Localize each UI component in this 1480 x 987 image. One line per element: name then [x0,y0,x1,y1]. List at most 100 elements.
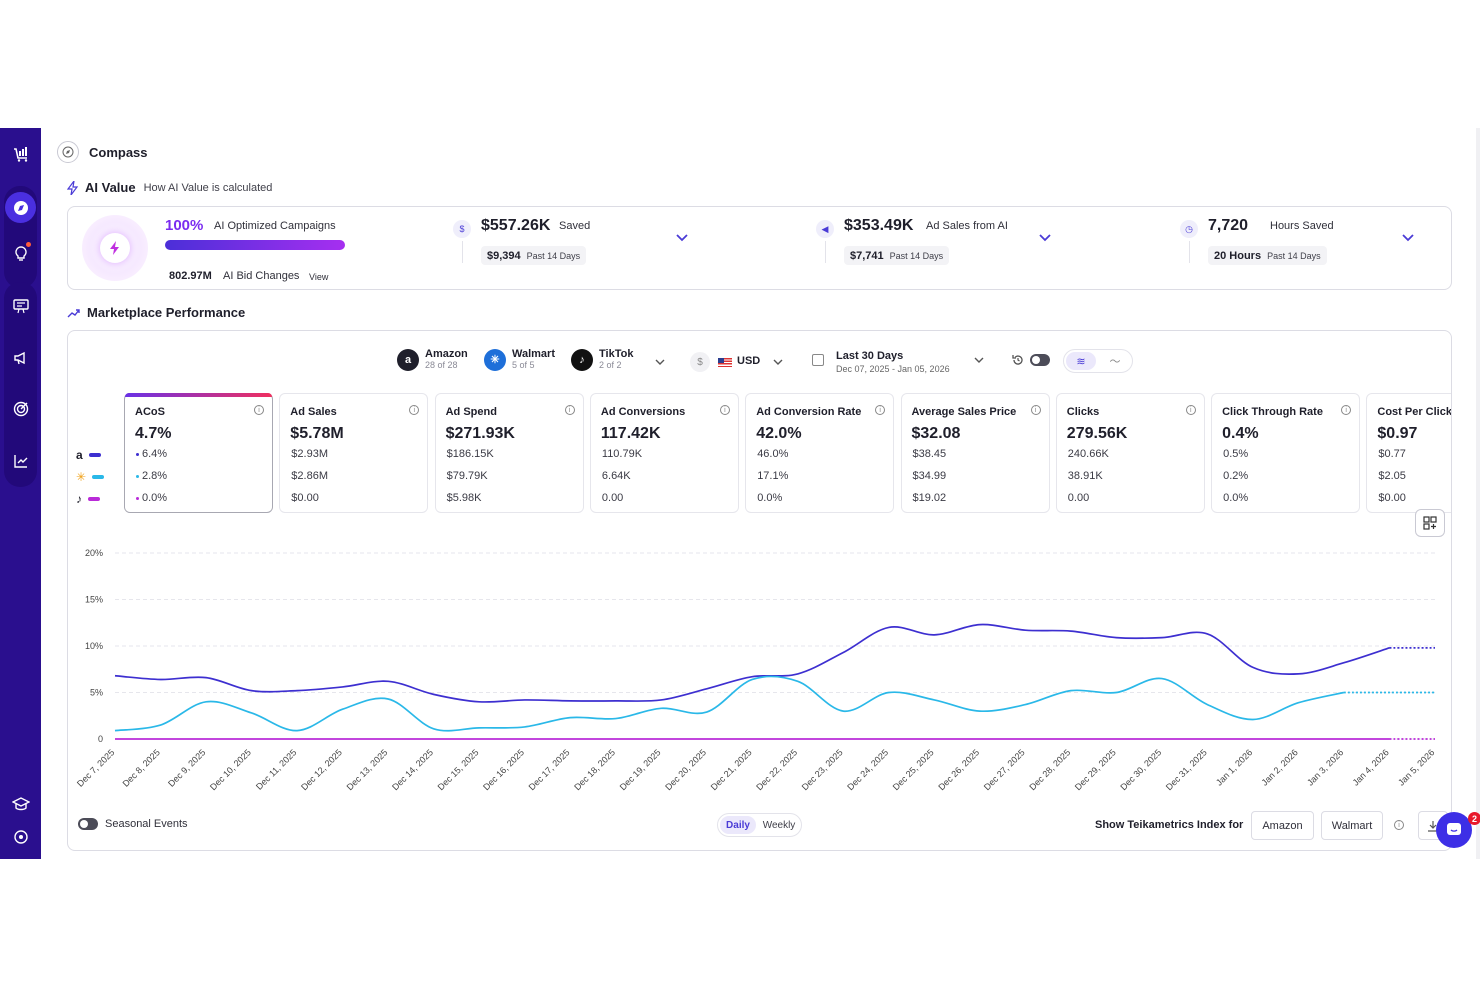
metric-card-value: 4.7% [135,425,172,442]
sidebar-item-compass[interactable] [5,192,36,223]
info-icon[interactable]: i [719,405,730,415]
period-weekly[interactable]: Weekly [762,819,796,831]
x-tick-label: Dec 24, 2025 [845,747,890,792]
market-count: 2 of 2 [599,360,622,370]
metric-card-sub: 2.8% [136,470,167,482]
index-walmart-button[interactable]: Walmart [1321,811,1383,840]
bid-changes-label: AI Bid Changes [223,270,300,282]
info-icon[interactable]: i [564,405,575,415]
chevron-down-icon[interactable] [772,356,784,368]
metric-card-sub-value: 46.0% [757,448,789,460]
metric-card[interactable]: Ad Sales i $5.78M $2.93M $2.86M $0.00 [279,393,429,513]
period-daily[interactable]: Daily [720,816,756,834]
x-tick-label: Jan 5, 2026 [1396,747,1436,787]
currency-select[interactable]: USD [737,355,761,367]
ai-metric-sub-value: $9,394 [487,249,521,262]
metric-card-sub-value: $0.77 [1378,448,1406,460]
x-tick-label: Dec 10, 2025 [208,747,253,792]
metric-card-sub: $0.77 [1378,448,1406,460]
market-filter-walmart[interactable]: ✳ Walmart 5 of 5 [484,348,555,371]
info-icon[interactable]: i [254,405,264,415]
teikametrics-index-label: Show Teikametrics Index for [1095,819,1244,831]
index-amazon-button[interactable]: Amazon [1251,811,1314,840]
metric-card[interactable]: Cost Per Clicki$0.97$0.77$2.05$0.00 [1366,393,1451,513]
ai-optimized-progress [165,240,345,250]
sidebar-item-settings[interactable] [5,821,36,852]
info-icon[interactable]: i [875,405,886,415]
multi-line-icon[interactable]: ≋ [1066,352,1096,370]
metric-card-value: 117.42K [600,425,661,442]
y-tick-label: 10% [85,641,103,651]
info-icon[interactable]: i [1394,820,1404,830]
metric-card-value: $271.93K [445,425,515,442]
ai-metric-saved: $ $557.26K Saved $9,394 Past 14 Days [453,215,713,265]
metric-card-sub-value: $34.99 [912,470,947,482]
info-icon[interactable]: i [1185,405,1196,415]
sidebar-item-targeting[interactable] [5,393,36,424]
chevron-down-icon[interactable] [654,356,666,368]
metric-card[interactable]: Ad Conversions i 117.42K 110.79K 6.64K 0.00 [589,393,739,513]
market-filter-amazon[interactable]: a Amazon 28 of 28 [397,348,468,371]
metric-card-value: 42.0% [756,425,802,442]
ai-value-how-link[interactable]: How AI Value is calculated [143,181,273,194]
metric-card[interactable]: Ad Conversion Rate i 42.0% 46.0% 17.1% 0.0% [745,393,895,513]
x-tick-label: Dec 13, 2025 [345,747,390,792]
market-name: Amazon [425,348,468,360]
sidebar-item-analytics[interactable] [5,445,36,476]
logo-icon[interactable] [5,138,36,169]
legend-amazon: a [76,448,101,462]
single-line-icon[interactable]: 〜 [1109,356,1121,368]
compass-nav-icon [13,200,28,215]
chevron-down-icon[interactable] [675,231,689,245]
ai-metric-sub-label: Past 14 Days [526,250,581,261]
metric-card[interactable]: Click Through Rate i 0.4% 0.5% 0.2% 0.0% [1211,393,1361,513]
marketplace-header: Marketplace Performance [67,305,245,320]
metric-card-sub: 6.64K [602,470,631,482]
metric-card[interactable]: Average Sales Price i $32.08 $38.45 $34.99 $1… [900,393,1050,513]
metric-card-sub: 0.2% [1223,470,1248,482]
metric-card[interactable]: Ad Spend i $271.93K $186.15K $79.79K $5.98K [434,393,584,513]
market-filter-tiktok[interactable]: ♪ TikTok 2 of 2 [571,348,633,371]
seasonal-events-toggle[interactable] [78,818,98,830]
chat-icon [1447,823,1461,835]
ai-metric-value: $557.26K [481,217,551,234]
metric-card-sub-value: $79.79K [446,470,488,482]
metric-card-label: Ad Sales [290,406,337,418]
metric-card-label: Ad Conversion Rate [756,406,862,418]
metric-card-sub: 6.4% [136,448,167,460]
metric-card[interactable]: Clicks i 279.56K 240.66K 38.91K 0.00 [1055,393,1205,513]
x-tick-label: Dec 16, 2025 [481,747,526,792]
product-tag-icon [12,298,29,313]
metric-card-sub: $2.93M [291,448,328,460]
metric-card[interactable]: ACoS i 4.7% 6.4% 2.8% 0.0% [124,393,273,513]
bid-changes-view-link[interactable]: View [309,272,329,282]
compare-toggle[interactable] [1030,354,1050,366]
sidebar-item-products[interactable] [5,290,36,321]
info-icon[interactable]: i [1030,405,1041,415]
metric-card-sub: $0.00 [291,492,319,504]
sidebar [0,128,41,859]
money-bag-icon: $ [453,220,471,238]
metric-card-sub: 38.91K [1068,470,1103,482]
metric-card-sub: 0.00 [1068,492,1089,504]
metric-card-value: 0.4% [1222,425,1259,442]
history-icon[interactable] [1011,353,1025,367]
chat-button[interactable] [1436,812,1472,848]
target-icon [13,401,28,416]
info-icon[interactable]: i [409,405,420,415]
chevron-down-icon[interactable] [1038,231,1052,245]
info-icon[interactable]: i [1341,405,1352,415]
sidebar-item-learn[interactable] [5,788,36,819]
sidebar-item-advertising[interactable] [5,342,36,373]
scrollbar[interactable] [1476,128,1480,859]
page-title: Compass [89,145,148,160]
customize-grid-button[interactable] [1415,509,1445,537]
chevron-down-icon[interactable] [1401,231,1415,245]
metric-card-label: Click Through Rate [1222,406,1323,418]
x-tick-label: Dec 30, 2025 [1118,747,1163,792]
market-name: Walmart [512,348,555,360]
sidebar-item-insights[interactable] [5,238,36,269]
chevron-down-icon[interactable] [973,354,985,366]
date-range-select[interactable]: Last 30 Days [836,350,904,362]
metric-card-sub: $19.02 [913,492,947,504]
